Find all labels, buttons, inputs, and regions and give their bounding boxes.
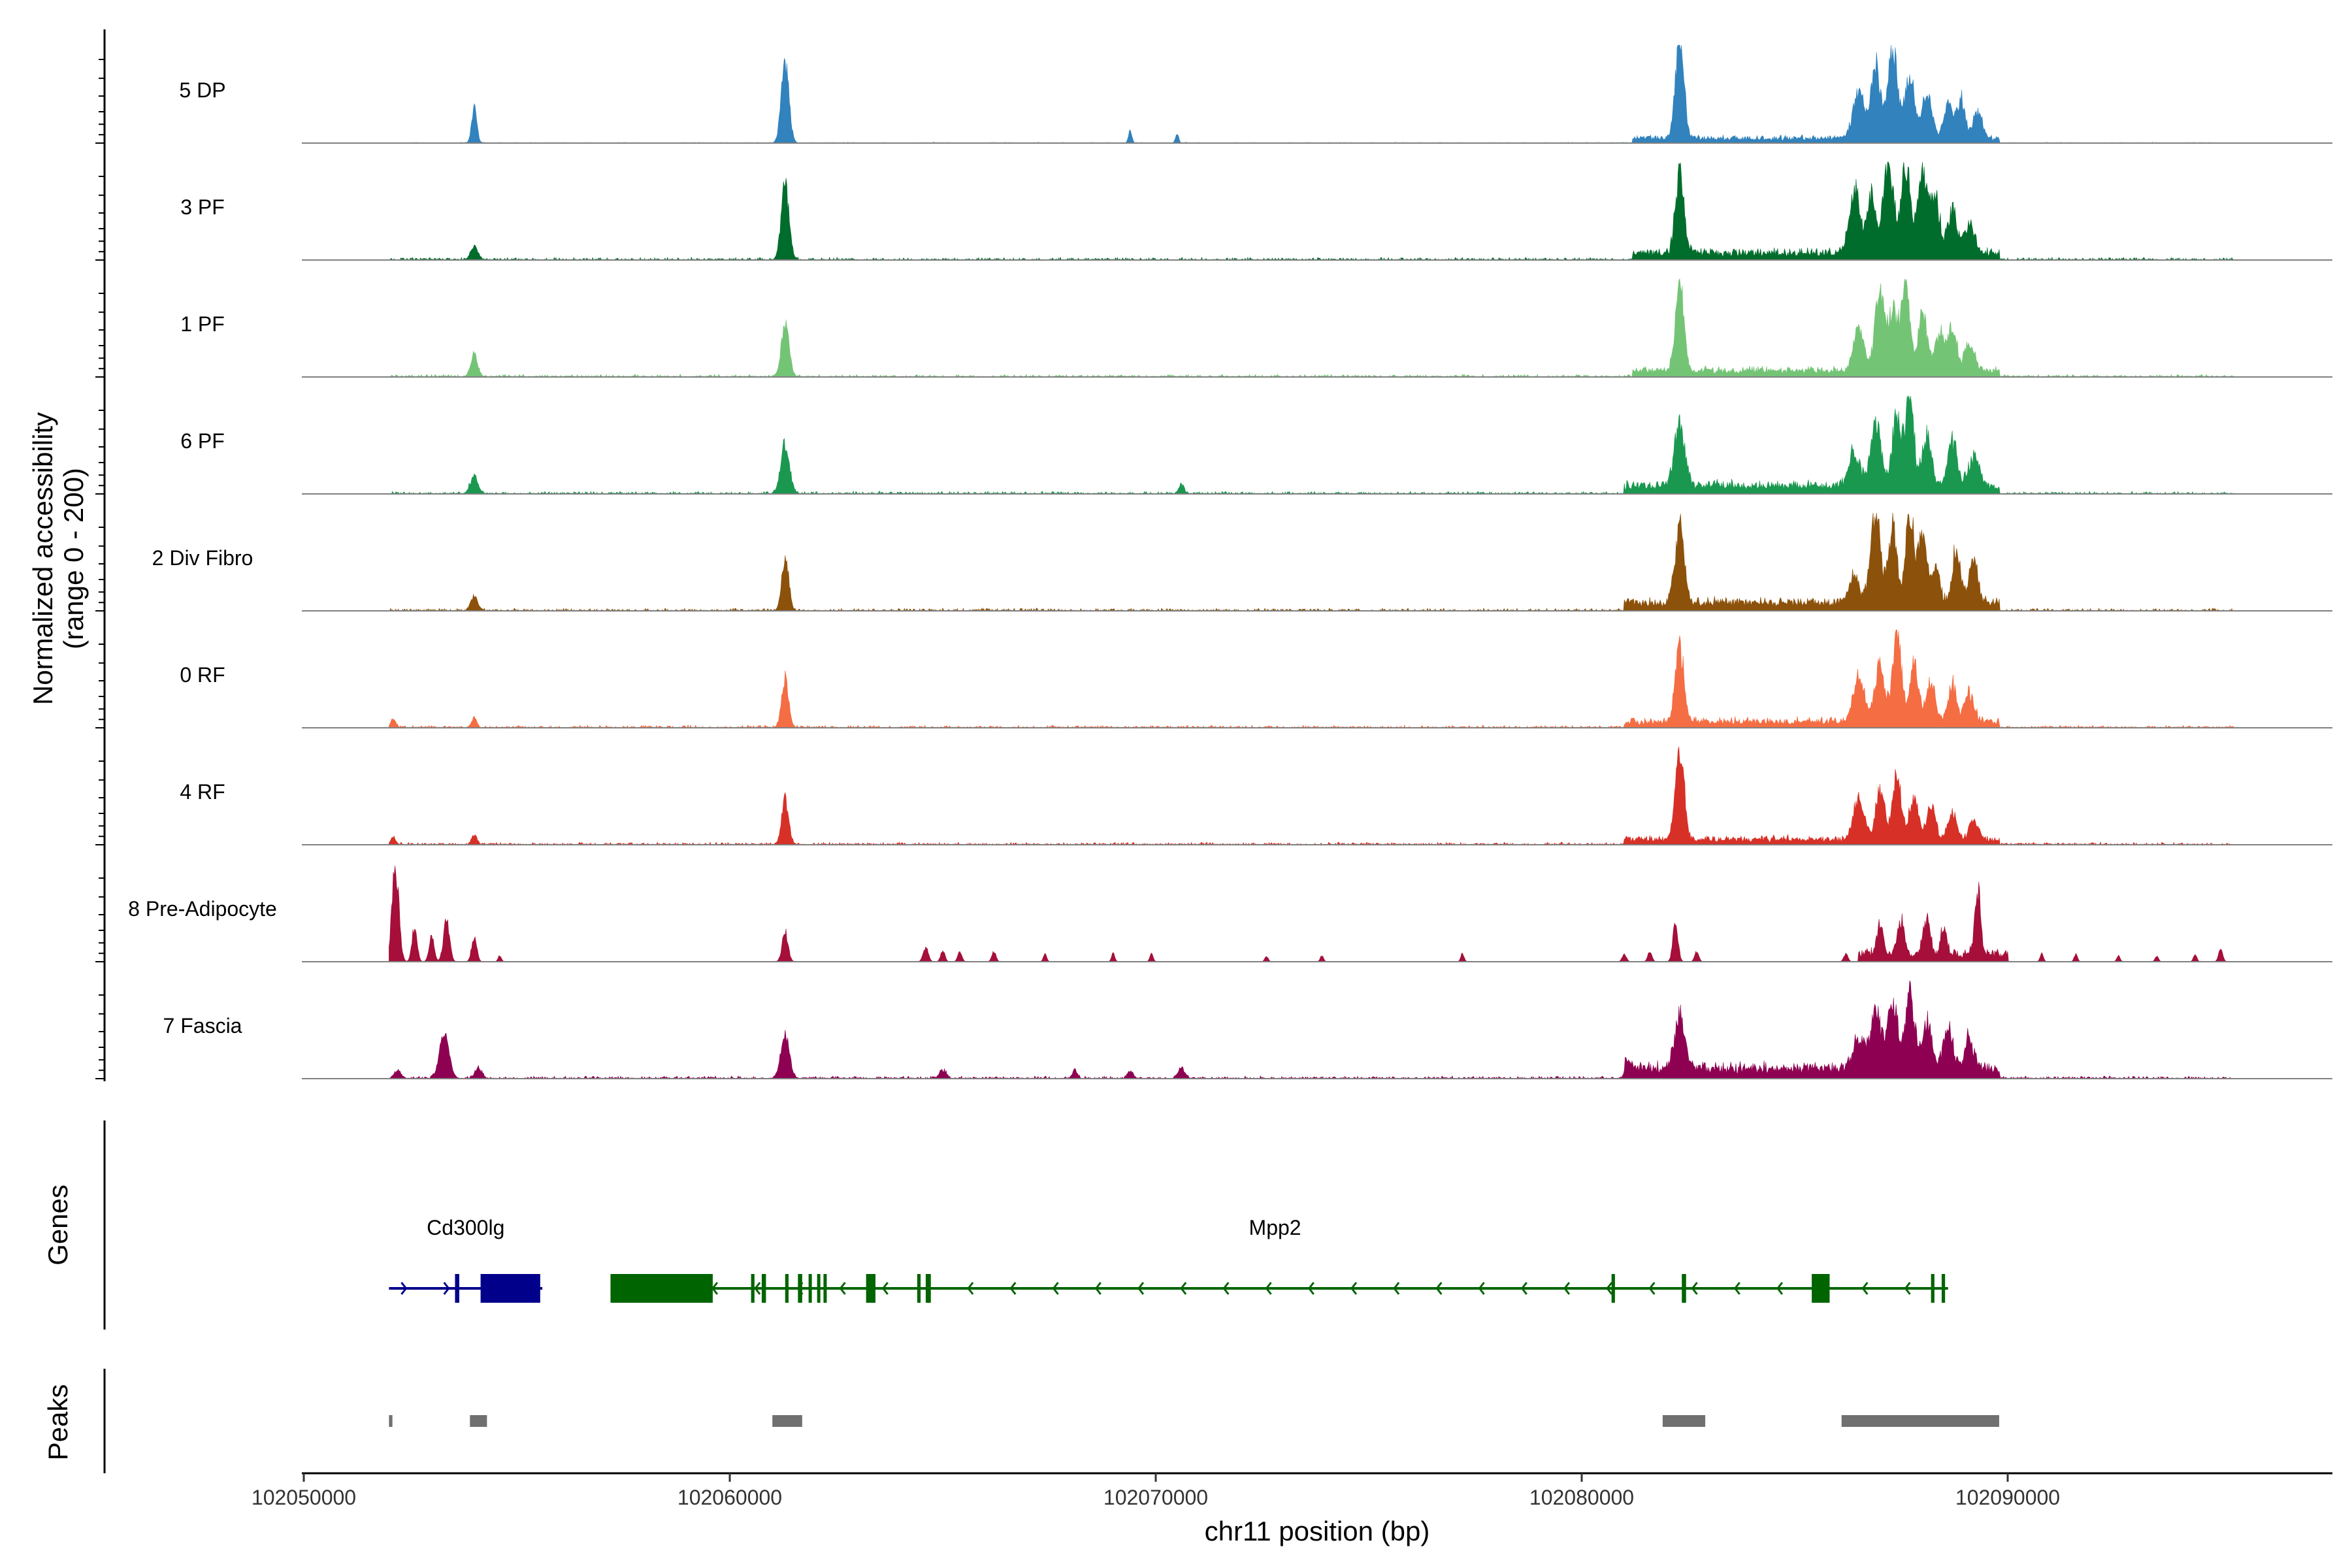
exon-1-6 <box>817 1274 821 1303</box>
strand-arrow <box>443 1282 450 1295</box>
peak-region-3 <box>1662 1415 1706 1427</box>
strand-arrow <box>1520 1282 1527 1295</box>
strand-arrow <box>1350 1282 1358 1295</box>
exon-1-14 <box>1931 1274 1935 1303</box>
exon-1-10 <box>925 1274 931 1303</box>
y-axis-title: Normalized accessibility <box>27 412 58 705</box>
strand-arrow <box>1265 1282 1272 1295</box>
strand-arrow <box>1052 1282 1059 1295</box>
peak-region-0 <box>389 1415 393 1427</box>
exon-1-7 <box>823 1274 827 1303</box>
track-label-6: 4 RF <box>180 780 225 804</box>
strand-arrow <box>1180 1282 1187 1295</box>
genes-panel: Cd300lg Mpp2 <box>103 1120 1948 1330</box>
genes-panel-title: Genes <box>42 1184 73 1266</box>
coverage-tracks: 5 DP 3 PF 1 PF 6 PF 2 Div Fibro 0 RF 4 RF 8 Pre… <box>128 44 2332 1079</box>
strand-arrow <box>1861 1282 1869 1295</box>
track-label-7: 8 Pre-Adipocyte <box>128 897 277 921</box>
exon-1-2 <box>761 1274 766 1303</box>
strand-arrow <box>1222 1282 1230 1295</box>
y-axis <box>95 29 106 1081</box>
strand-arrow <box>1307 1282 1315 1295</box>
exon-0-1 <box>480 1274 540 1303</box>
track-label-3: 6 PF <box>180 429 225 453</box>
exon-1-4 <box>798 1274 802 1303</box>
track-label-8: 7 Fascia <box>163 1014 242 1037</box>
peaks-panel <box>103 1369 1999 1473</box>
peak-region-2 <box>772 1415 802 1427</box>
strand-arrow <box>1563 1282 1571 1295</box>
x-axis: 102050000 102060000 102070000 102080000 1020… <box>252 1472 2332 1509</box>
gene-label-1: Mpp2 <box>1249 1216 1301 1239</box>
exon-1-12 <box>1682 1274 1686 1303</box>
strand-arrow <box>1733 1282 1740 1295</box>
strand-arrow <box>1691 1282 1698 1295</box>
track-label-1: 3 PF <box>180 195 225 219</box>
track-label-4: 2 Div Fibro <box>152 546 253 570</box>
strand-arrow <box>967 1282 974 1295</box>
strand-arrow <box>1776 1282 1784 1295</box>
exon-1-0 <box>610 1274 713 1303</box>
strand-arrow <box>1393 1282 1400 1295</box>
track-label-2: 1 PF <box>180 312 225 336</box>
strand-arrow <box>1648 1282 1656 1295</box>
strand-arrow <box>1094 1282 1102 1295</box>
track-label-0: 5 DP <box>179 78 225 102</box>
peak-region-1 <box>470 1415 487 1427</box>
strand-arrow <box>839 1282 846 1295</box>
peaks-panel-title: Peaks <box>42 1384 73 1461</box>
strand-arrow <box>881 1282 889 1295</box>
coverage-track-3 <box>388 395 2234 495</box>
strand-arrow <box>400 1282 408 1295</box>
x-tick-label-1: 102060000 <box>678 1486 782 1509</box>
y-axis-range-label: (range 0 - 200) <box>58 468 89 649</box>
exon-1-15 <box>1941 1274 1946 1303</box>
exon-0-0 <box>455 1274 459 1303</box>
strand-arrow <box>1478 1282 1485 1295</box>
exon-1-5 <box>808 1274 812 1303</box>
strand-arrow <box>1435 1282 1443 1295</box>
strand-arrow <box>1009 1282 1017 1295</box>
strand-arrow <box>1904 1282 1911 1295</box>
x-tick-label-3: 102080000 <box>1529 1486 1634 1509</box>
peak-region-4 <box>1841 1415 1999 1427</box>
x-tick-label-2: 102070000 <box>1103 1486 1208 1509</box>
exon-1-3 <box>785 1274 789 1303</box>
exon-1-11 <box>1611 1274 1615 1303</box>
strand-arrow <box>1606 1282 1613 1295</box>
exon-1-1 <box>751 1274 755 1303</box>
exon-1-9 <box>917 1274 921 1303</box>
strand-arrow <box>1137 1282 1145 1295</box>
x-tick-label-0: 102050000 <box>252 1486 356 1509</box>
exon-1-8 <box>866 1274 875 1303</box>
track-label-5: 0 RF <box>180 663 225 687</box>
strand-arrow <box>754 1282 761 1295</box>
x-tick-label-4: 102090000 <box>1955 1486 2060 1509</box>
coverage-track-2 <box>388 278 2234 378</box>
gene-label-0: Cd300lg <box>427 1216 504 1239</box>
x-axis-title: chr11 position (bp) <box>1205 1516 1430 1546</box>
exon-1-13 <box>1812 1274 1830 1303</box>
